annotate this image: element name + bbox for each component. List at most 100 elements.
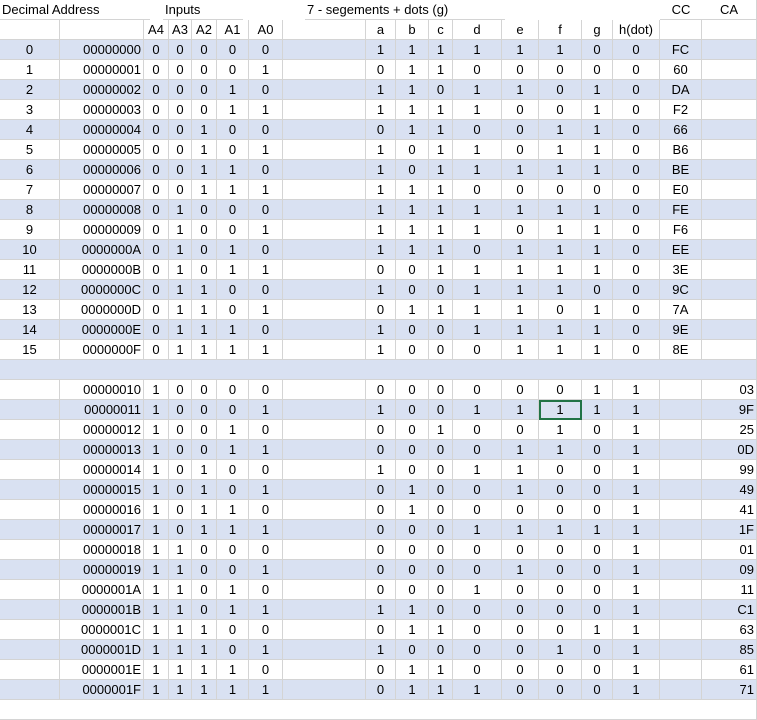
cell-segment-c[interactable]: 1	[429, 220, 453, 240]
cell-empty[interactable]	[283, 500, 366, 520]
cell-input-a2[interactable]: 0	[192, 240, 217, 260]
cell-segment-d[interactable]: 1	[453, 520, 502, 540]
cell-cc[interactable]: DA	[660, 80, 702, 100]
cell-segment-a[interactable]: 1	[366, 100, 396, 120]
cell-empty[interactable]	[283, 380, 366, 400]
cell-empty[interactable]	[283, 520, 366, 540]
cell-address[interactable]: 00000015	[60, 480, 144, 500]
cell-segment-a[interactable]: 0	[366, 680, 396, 700]
cell-segment-h[interactable]: 0	[613, 280, 660, 300]
cell-input-a0[interactable]: 1	[249, 300, 283, 320]
cell-input-a3[interactable]: 0	[169, 60, 192, 80]
cell-input-a2[interactable]: 0	[192, 580, 217, 600]
cell-segment-g[interactable]: 1	[582, 100, 613, 120]
cell-address[interactable]: 0000000C	[60, 280, 144, 300]
cell-cc[interactable]	[660, 440, 702, 460]
cell-empty[interactable]	[283, 320, 366, 340]
cell-segment-b[interactable]: 1	[396, 100, 429, 120]
cell-segment-g[interactable]: 1	[582, 80, 613, 100]
cell-segment-b[interactable]: 0	[396, 580, 429, 600]
cell-input-a4[interactable]: 1	[144, 540, 169, 560]
cell-input-a3[interactable]: 0	[169, 460, 192, 480]
cell-segment-h[interactable]: 0	[613, 200, 660, 220]
subheader-b[interactable]: b	[396, 20, 429, 40]
cell-segment-b[interactable]: 1	[396, 600, 429, 620]
cell-address[interactable]: 0000001D	[60, 640, 144, 660]
cell-input-a3[interactable]: 1	[169, 660, 192, 680]
cell-input-a2[interactable]: 0	[192, 260, 217, 280]
cell-cc[interactable]	[660, 520, 702, 540]
cell-segment-c[interactable]: 1	[429, 260, 453, 280]
cell-segment-d[interactable]: 1	[453, 220, 502, 240]
header-inputs[interactable]: Inputs	[163, 0, 243, 20]
cell-segment-g[interactable]: 1	[582, 140, 613, 160]
cell-cc[interactable]	[660, 580, 702, 600]
cell-segment-f[interactable]: 1	[539, 640, 582, 660]
cell-segment-b[interactable]: 0	[396, 400, 429, 420]
cell-segment-b[interactable]: 1	[396, 480, 429, 500]
cell-input-a1[interactable]: 1	[217, 440, 249, 460]
cell-empty[interactable]	[283, 560, 366, 580]
cell-segment-h[interactable]: 1	[613, 440, 660, 460]
subheader-d[interactable]: d	[453, 20, 502, 40]
cell-segment-d[interactable]: 1	[453, 40, 502, 60]
cell-segment-f[interactable]: 1	[539, 140, 582, 160]
cell-input-a4[interactable]: 1	[144, 560, 169, 580]
cell-decimal[interactable]: 12	[0, 280, 60, 300]
cell-input-a3[interactable]: 1	[169, 240, 192, 260]
cell-ca[interactable]: 41	[702, 500, 757, 520]
cell-segment-h[interactable]: 0	[613, 340, 660, 360]
cell-segment-e[interactable]: 0	[502, 60, 539, 80]
cell-segment-b[interactable]: 0	[396, 460, 429, 480]
cell-segment-e[interactable]: 1	[502, 460, 539, 480]
cell-empty[interactable]	[283, 420, 366, 440]
cell-input-a2[interactable]: 0	[192, 560, 217, 580]
cell-segment-c[interactable]: 1	[429, 140, 453, 160]
cell-segment-b[interactable]: 0	[396, 560, 429, 580]
cell-ca[interactable]	[702, 300, 757, 320]
cell-segment-d[interactable]: 1	[453, 260, 502, 280]
cell-empty[interactable]	[283, 660, 366, 680]
cell-segment-b[interactable]: 1	[396, 620, 429, 640]
cell-segment-g[interactable]: 1	[582, 400, 613, 420]
cell-address[interactable]: 00000001	[60, 60, 144, 80]
cell-address[interactable]: 0000001B	[60, 600, 144, 620]
cell-segment-f[interactable]: 1	[539, 420, 582, 440]
cell-input-a4[interactable]: 1	[144, 460, 169, 480]
cell-segment-c[interactable]: 1	[429, 100, 453, 120]
subheader-a3[interactable]: A3	[169, 20, 192, 40]
cell-segment-g[interactable]: 0	[582, 580, 613, 600]
cell-input-a1[interactable]: 1	[217, 580, 249, 600]
cell-ca[interactable]: 9F	[702, 400, 757, 420]
cell-cc[interactable]	[660, 660, 702, 680]
cell-segment-f[interactable]: 0	[539, 100, 582, 120]
cell-input-a2[interactable]: 0	[192, 380, 217, 400]
cell-empty[interactable]	[283, 120, 366, 140]
cell-segment-h[interactable]: 0	[613, 220, 660, 240]
cell-segment-f[interactable]: 1	[539, 160, 582, 180]
cell-segment-b[interactable]: 1	[396, 120, 429, 140]
cell-input-a2[interactable]: 1	[192, 320, 217, 340]
subheader-empty[interactable]	[660, 20, 702, 40]
cell-segment-d[interactable]: 0	[453, 240, 502, 260]
cell-input-a3[interactable]: 1	[169, 600, 192, 620]
cell-segment-e[interactable]: 0	[502, 600, 539, 620]
cell-input-a0[interactable]: 0	[249, 280, 283, 300]
cell-input-a3[interactable]: 1	[169, 640, 192, 660]
cell-cc[interactable]: F6	[660, 220, 702, 240]
cell-input-a2[interactable]: 1	[192, 620, 217, 640]
cell-input-a1[interactable]: 0	[217, 560, 249, 580]
cell-segment-h[interactable]: 1	[613, 520, 660, 540]
cell-input-a4[interactable]: 0	[144, 260, 169, 280]
cell-decimal[interactable]	[0, 600, 60, 620]
cell-input-a1[interactable]: 1	[217, 260, 249, 280]
header-cc[interactable]: CC	[660, 0, 702, 20]
cell-segment-a[interactable]: 1	[366, 400, 396, 420]
cell-segment-h[interactable]: 0	[613, 60, 660, 80]
cell-ca[interactable]: 99	[702, 460, 757, 480]
cell-segment-b[interactable]: 1	[396, 80, 429, 100]
cell-input-a1[interactable]: 0	[217, 460, 249, 480]
cell-segment-c[interactable]: 0	[429, 520, 453, 540]
cell-segment-a[interactable]: 1	[366, 340, 396, 360]
cell-empty[interactable]	[283, 280, 366, 300]
